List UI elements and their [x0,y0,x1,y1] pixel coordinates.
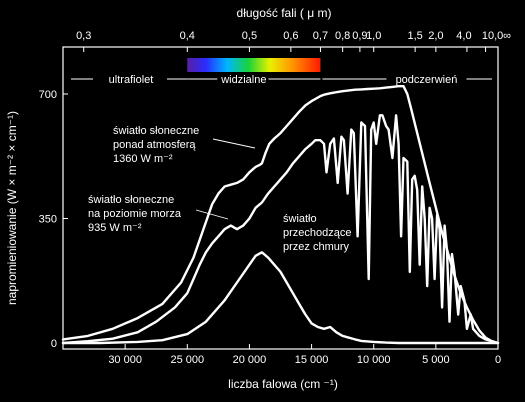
annotation-cloud-line3: przez chmury [283,241,350,253]
top-tick-label-12: ∞ [503,30,511,42]
x-tick-label-3: 15 000 [295,354,329,366]
x-axis-title: liczba falowa (cm ⁻¹) [228,377,338,391]
series-outer-line [61,85,500,345]
annotation-sea-level-line3: 935 W m⁻² [88,222,142,234]
visible-spectrum-band [187,58,321,72]
x-axis-ticks: 30 000 25 000 20 000 15 000 10 000 5 000 0 [108,344,501,366]
top-axis-ticks: 0,3 0,4 0,5 0,6 0,7 0,8 0,91,0 1,5 2,0 4,0 10,0 ∞ [76,30,511,52]
y-tick-label-0: 700 [39,89,57,101]
top-tick-label-3: 0,6 [283,30,298,42]
spectral-regions: ultrafiolet widzialne podczerwień [71,74,492,86]
top-tick-label-6: 0,9 [352,30,367,42]
top-tick-label-11: 10,0 [482,30,503,42]
annotation-outer-leader [212,138,256,149]
region-label-ir: podczerwień [396,74,458,86]
top-tick-label-2: 0,5 [242,30,257,42]
annotation-cloud-line1: światło [283,213,317,225]
series-cloud-line [61,251,500,345]
x-tick-label-2: 20 000 [233,354,267,366]
annotation-sea-level-leader [195,209,229,220]
x-tick-label-6: 0 [495,354,501,366]
annotation-cloud: światło przechodzące przez chmury [283,213,352,253]
annotation-sea-level-line2: na poziomie morza [88,208,182,220]
region-label-uv: ultrafiolet [109,74,154,86]
y-axis-title: napromieniowanie (W × m⁻² × cm⁻¹) [5,111,19,305]
top-tick-label-10: 4,0 [456,30,471,42]
top-tick-label-9: 2,0 [428,30,443,42]
x-tick-label-5: 5 000 [422,354,450,366]
top-tick-label-1: 0,4 [180,30,195,42]
top-tick-label-7: 1,0 [366,30,381,42]
y-axis-ticks: 700 350 0 [39,89,68,350]
annotation-sea-level-line1: światło słoneczne [88,194,174,206]
annotation-cloud-line2: przechodzące [283,227,352,239]
annotation-sea-level: światło słoneczne na poziomie morza 935 … [88,194,229,234]
region-label-visible: widzialne [220,74,266,86]
x-tick-label-1: 25 000 [170,354,204,366]
annotation-outer-line3: 1360 W m⁻² [113,153,173,165]
annotation-outer-line1: światło słoneczne [113,125,199,137]
annotation-outer-line2: ponad atmosferą [113,139,196,151]
series-group [61,85,500,345]
top-tick-label-0: 0,3 [76,30,91,42]
plot-frame [62,46,499,350]
top-axis-title: długość fali ( μ m) [237,6,332,20]
series-sea_level-line [61,114,500,345]
top-tick-label-8: 1,5 [407,30,422,42]
y-tick-label-1: 350 [39,214,57,226]
annotation-outer: światło słoneczne ponad atmosferą 1360 W… [113,125,256,165]
y-tick-label-2: 0 [51,338,57,350]
top-tick-label-5: 0,8 [335,30,350,42]
x-tick-label-4: 10 000 [357,354,391,366]
x-tick-label-0: 30 000 [108,354,142,366]
top-tick-label-4: 0,7 [313,30,328,42]
